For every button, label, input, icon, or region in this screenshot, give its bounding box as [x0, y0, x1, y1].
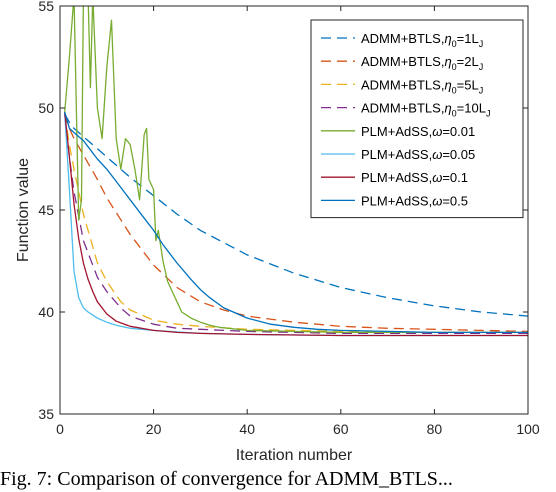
tick-labels: 0 20 40 60 80 100 35 40 45 50 55 [38, 0, 539, 437]
legend-entry: ADMM+BTLS,η0=1LJ [361, 31, 483, 49]
x-tick-label: 80 [427, 421, 443, 437]
y-tick-label: 45 [38, 202, 54, 218]
legend: ADMM+BTLS,η0=1LJ ADMM+BTLS,η0=2LJ ADMM+BTL… [310, 19, 524, 219]
x-tick-label: 0 [56, 421, 64, 437]
y-axis-label: Function value [15, 158, 32, 262]
series-line-1 [64, 113, 528, 317]
series-line-5 [64, 6, 528, 334]
y-tick-label: 35 [38, 406, 54, 422]
legend-entry: PLM+AdSS,ω=0.5 [361, 193, 468, 208]
legend-entry: PLM+AdSS,ω=0.1 [361, 170, 468, 185]
series-line-7 [64, 112, 528, 337]
series-lines [64, 6, 528, 337]
figure-caption: Fig. 7: Comparison of convergence for AD… [0, 468, 453, 490]
legend-box [310, 19, 524, 219]
axes [59, 5, 529, 415]
x-tick-label: 100 [516, 421, 540, 437]
legend-entry: ADMM+BTLS,η0=2LJ [361, 54, 483, 72]
series-line-3 [64, 114, 528, 334]
x-tick-label: 60 [333, 421, 349, 437]
y-tick-label: 50 [38, 100, 54, 116]
legend-entry: ADMM+BTLS,η0=5LJ [361, 77, 483, 95]
x-tick-label: 20 [146, 421, 162, 437]
series-line-8 [64, 111, 528, 334]
legend-entry: ADMM+BTLS,η0=10LJ [361, 101, 490, 119]
y-tick-label: 55 [38, 0, 54, 14]
x-tick-label: 40 [239, 421, 255, 437]
legend-entry: PLM+AdSS,ω=0.05 [361, 147, 475, 162]
y-tick-label: 40 [38, 304, 54, 320]
legend-entry: PLM+AdSS,ω=0.01 [361, 124, 475, 139]
x-axis-label: Iteration number [236, 447, 353, 464]
